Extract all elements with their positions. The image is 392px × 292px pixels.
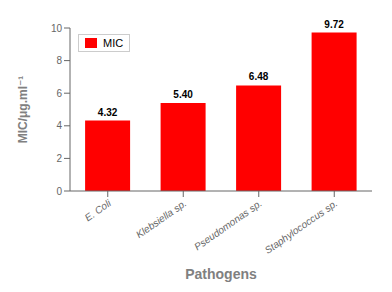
html-text:MIC: MIC [103,37,124,49]
svg-text:0: 0 [56,186,62,197]
svg-text:2: 2 [56,153,62,164]
svg-text:9.72: 9.72 [324,19,344,30]
svg-text:4.32: 4.32 [98,107,118,118]
svg-text:E. Coli: E. Coli [83,197,114,223]
svg-text:Pseudomonas sp.: Pseudomonas sp. [192,197,264,252]
svg-text:Klebsiella sp.: Klebsiella sp. [134,197,189,240]
svg-text:6: 6 [56,88,62,99]
svg-text:Pathogens: Pathogens [185,266,257,282]
svg-text:10: 10 [51,23,63,34]
svg-text:MIC/μg.ml⁻¹: MIC/μg.ml⁻¹ [16,76,30,144]
svg-text:8: 8 [56,55,62,66]
svg-text:6.48: 6.48 [249,71,269,82]
svg-text:5.40: 5.40 [173,89,193,100]
svg-text:4: 4 [56,120,62,131]
svg-text:Staphylococcus sp.: Staphylococcus sp. [263,197,340,255]
